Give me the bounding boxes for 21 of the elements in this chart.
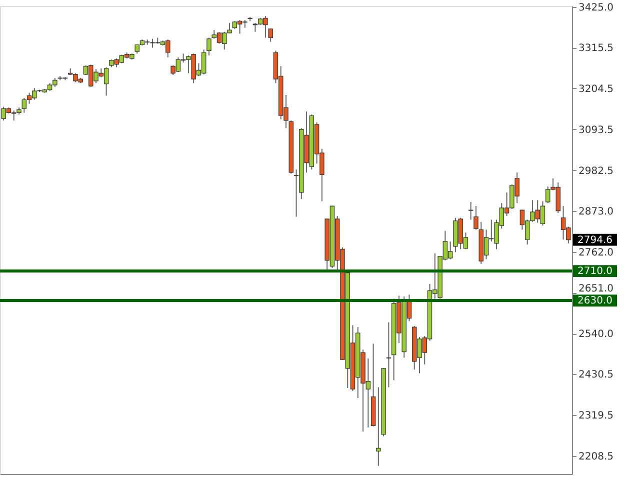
y-tick-label: 3315.5 bbox=[578, 43, 614, 54]
candlestick bbox=[468, 201, 474, 220]
y-tick-label: 3093.5 bbox=[578, 124, 614, 136]
y-tick-label: 2430.5 bbox=[578, 370, 614, 381]
y-tick-label: 3204.5 bbox=[578, 84, 614, 95]
text: 2794.6 bbox=[578, 234, 612, 246]
y-tick-label: 2982.5 bbox=[578, 166, 614, 177]
y-tick-label: 3425.0 bbox=[578, 2, 614, 14]
y-tick-label: 2208.5 bbox=[578, 452, 614, 463]
y-tick-label: 2540.0 bbox=[578, 329, 614, 340]
candlestick bbox=[376, 386, 381, 466]
ref-line-label: 2630.0 bbox=[578, 296, 612, 307]
candlestick bbox=[268, 28, 273, 42]
y-tick-label: 2762.0 bbox=[578, 247, 614, 258]
y-tick-label: 2651.0 bbox=[578, 283, 614, 294]
candlestick bbox=[474, 206, 478, 230]
y-tick-label: 2873.0 bbox=[578, 206, 614, 218]
y-tick-label: 2319.5 bbox=[578, 410, 614, 422]
candlestick bbox=[206, 37, 212, 56]
candlestick bbox=[386, 322, 392, 388]
ref-line-label: 2710.0 bbox=[578, 266, 612, 278]
